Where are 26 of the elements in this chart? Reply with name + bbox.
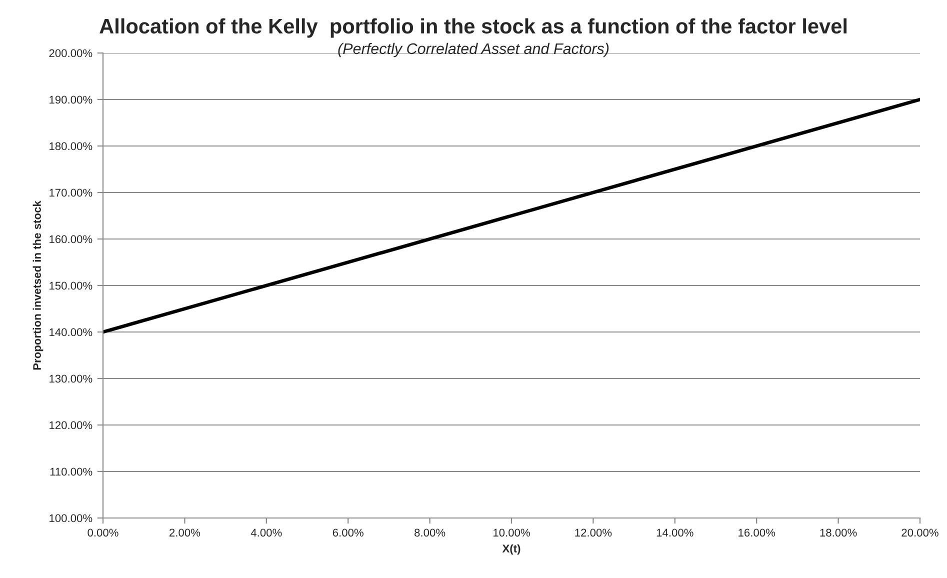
y-tick-label: 110.00%	[50, 468, 92, 476]
chart-title: Allocation of the Kelly portfolio in the stock as a function of the factor level	[100, 18, 847, 38]
y-tick-label: 150.00%	[50, 282, 92, 290]
y-tick-label: 140.00%	[50, 328, 92, 336]
x-tick-label: 16.00%	[738, 528, 776, 537]
chart-subtitle: (Perfectly Correlated Asset and Factors)	[338, 42, 609, 58]
x-tick-label: 6.00%	[332, 528, 364, 537]
y-tick-label: 130.00%	[50, 374, 92, 383]
y-axis-title: Proportion invetsed in the stock	[32, 200, 44, 370]
y-tick-label: 190.00%	[50, 96, 92, 104]
x-tick-label: 4.00%	[250, 528, 282, 537]
y-tick-label: 170.00%	[50, 188, 92, 197]
x-tick-label: 18.00%	[820, 528, 857, 537]
y-tick-label: 200.00%	[49, 49, 92, 58]
x-tick-label: 2.00%	[170, 528, 200, 537]
x-axis-title: X(t)	[502, 544, 520, 555]
x-tick-label: 12.00%	[575, 528, 612, 537]
y-tick-label: 120.00%	[50, 421, 92, 430]
x-tick-label: 20.00%	[902, 528, 938, 537]
y-tick-label: 100.00%	[50, 514, 92, 522]
x-tick-label: 10.00%	[494, 528, 530, 537]
x-tick-label: 14.00%	[656, 528, 694, 537]
x-tick-label: 0.00%	[88, 528, 118, 537]
x-tick-label: 8.00%	[414, 528, 446, 537]
y-tick-label: 160.00%	[50, 235, 92, 244]
y-tick-label: 180.00%	[50, 142, 92, 150]
